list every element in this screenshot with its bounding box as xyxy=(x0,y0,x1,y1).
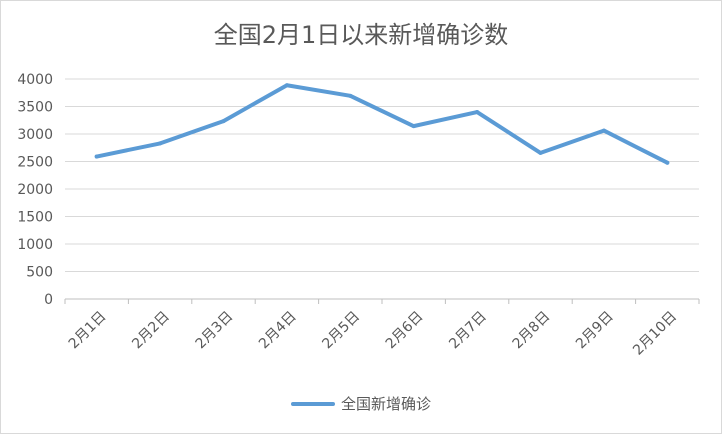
y-tick-label: 2000 xyxy=(17,182,53,198)
data-point xyxy=(94,154,99,159)
y-tick-label: 3500 xyxy=(17,100,53,116)
y-tick-label: 3000 xyxy=(17,127,53,143)
x-tick-label: 2月8日 xyxy=(510,309,554,353)
chart-title: 全国2月1日以来新增确诊数 xyxy=(213,21,509,49)
data-point xyxy=(158,141,163,146)
chart-legend: 全国新增确诊 xyxy=(1,393,721,414)
data-point xyxy=(221,119,226,124)
x-tick-label: 2月4日 xyxy=(256,309,300,353)
y-tick-label: 0 xyxy=(44,292,53,308)
data-point xyxy=(411,124,416,129)
y-tick-label: 4000 xyxy=(17,72,53,88)
y-tick-label: 500 xyxy=(26,265,53,281)
x-tick-label: 2月1日 xyxy=(66,309,110,353)
x-tick-label: 2月3日 xyxy=(193,309,237,353)
data-point xyxy=(538,150,543,155)
chart-plot-area: 0 500 1000 1500 2000 2500 3000 3500 4000 2月1日 2月2日… xyxy=(17,72,700,359)
legend-label: 全国新增确诊 xyxy=(340,395,431,413)
x-tick-label: 2月10日 xyxy=(630,309,680,359)
x-tick-label: 2月7日 xyxy=(446,309,490,353)
data-point xyxy=(284,83,289,88)
x-tick-label: 2月2日 xyxy=(129,309,173,353)
data-point xyxy=(665,160,670,165)
y-tick-label: 2500 xyxy=(17,155,53,171)
series-line xyxy=(94,83,670,165)
data-point xyxy=(475,110,480,115)
x-tick-label: 2月9日 xyxy=(573,309,617,353)
legend-line-swatch xyxy=(290,401,335,406)
data-point xyxy=(601,128,606,133)
x-tick-label: 2月6日 xyxy=(383,309,427,353)
y-tick-label: 1500 xyxy=(17,210,53,226)
y-tick-label: 1000 xyxy=(17,237,53,253)
data-point xyxy=(348,93,353,98)
x-tick-label: 2月5日 xyxy=(319,309,363,353)
